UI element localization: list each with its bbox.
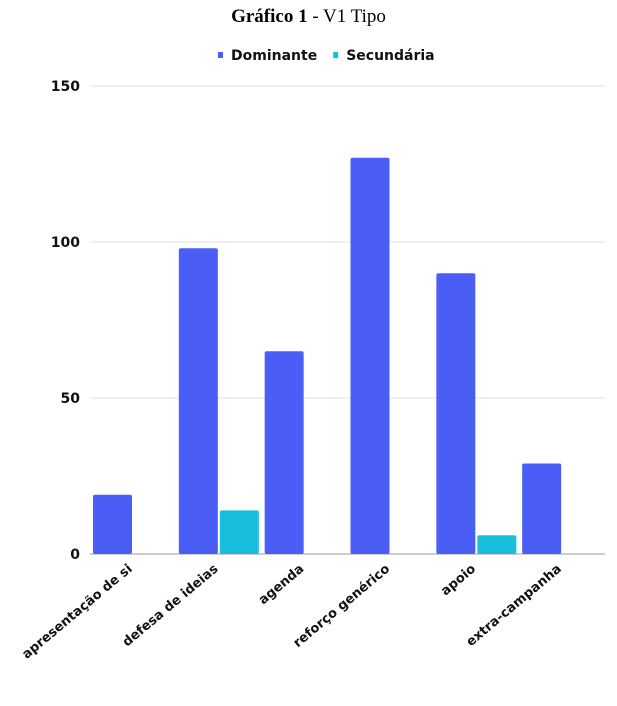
x-tick-label: reforço genérico — [291, 562, 393, 651]
legend-swatch-dominante — [218, 52, 223, 58]
x-tick-label: defesa de ideias — [120, 561, 222, 650]
legend-swatch-secundária — [333, 52, 339, 58]
legend-label-secundária: Secundária — [346, 48, 434, 64]
bar-secundária-2 — [219, 510, 259, 554]
grid-lines — [90, 85, 605, 555]
legend-label-dominante: Dominante — [231, 48, 317, 64]
bars — [93, 157, 562, 555]
x-tick-label: apoio — [438, 562, 479, 600]
bar-dominante-3 — [264, 351, 304, 554]
bar-secundária-5 — [477, 535, 517, 554]
bar-dominante-4 — [350, 157, 390, 554]
bar-dominante-5 — [436, 273, 476, 554]
x-tick-label: agenda — [256, 562, 307, 608]
bar-dominante-6 — [522, 463, 562, 554]
legend: Dominante Secundária — [218, 48, 435, 64]
y-tick-label: 50 — [61, 391, 81, 407]
chart-title: Gráfico 1 - V1 Tipo — [0, 6, 617, 28]
x-tick-label: extra-campanha — [464, 562, 565, 650]
y-tick-label: 100 — [51, 235, 80, 251]
y-axis: 0 50 100 150 — [51, 79, 80, 563]
chart-title-bold: Gráfico 1 — [231, 6, 308, 27]
bar-dominante-2 — [178, 248, 218, 555]
y-tick-label: 150 — [51, 79, 80, 95]
chart-title-rest: - V1 Tipo — [307, 6, 386, 27]
x-tick-label: apresentação de si — [20, 562, 136, 663]
bar-dominante-1 — [93, 494, 132, 554]
y-tick-label: 0 — [70, 547, 80, 563]
